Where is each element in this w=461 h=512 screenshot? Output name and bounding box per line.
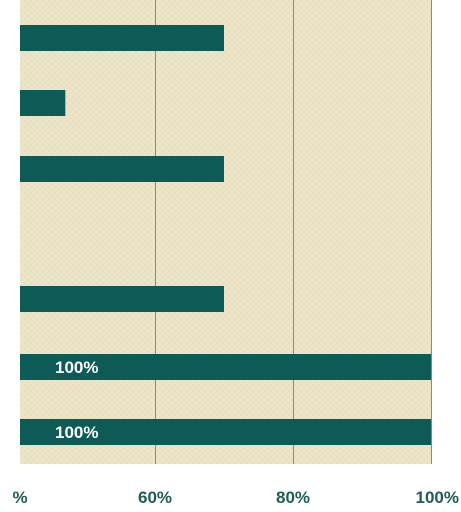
bar-1 (20, 90, 66, 116)
bar-5 (20, 354, 431, 380)
x-tick-label-1: 60% (138, 488, 172, 507)
data-labels: 100% 100% (55, 358, 98, 442)
x-tick-label-3: 100% (416, 488, 459, 507)
bar-2 (20, 156, 224, 182)
x-tick-label-2: 80% (276, 488, 310, 507)
x-tick-label-0: % (12, 488, 27, 507)
bar-6 (20, 419, 431, 445)
bar-0 (20, 25, 224, 51)
data-label-5: 100% (55, 358, 98, 377)
plot-area (20, 0, 431, 464)
bar-4 (20, 286, 224, 312)
bars (20, 25, 431, 445)
x-axis-tick-labels: % 60% 80% 100% (12, 488, 459, 507)
data-label-6: 100% (55, 423, 98, 442)
gridlines (155, 0, 432, 464)
